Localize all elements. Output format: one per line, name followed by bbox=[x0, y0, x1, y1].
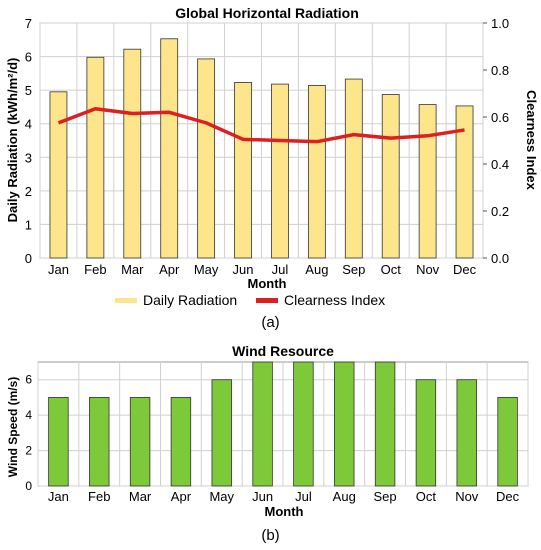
x-tick-label: Jul bbox=[272, 262, 289, 277]
bar bbox=[86, 56, 105, 259]
y2-tick-label: 0.0 bbox=[491, 251, 509, 266]
x-tick-label: Oct bbox=[416, 489, 437, 504]
bar bbox=[455, 105, 474, 259]
x-tick-label: Nov bbox=[416, 262, 440, 277]
y2-tick-label: 0.4 bbox=[491, 157, 509, 172]
x-tick-label: Apr bbox=[159, 262, 180, 277]
x-tick-label: Jan bbox=[48, 262, 69, 277]
bar bbox=[381, 94, 400, 259]
x-tick-label: Dec bbox=[496, 489, 520, 504]
bar bbox=[344, 78, 363, 259]
y-tick-label: 1 bbox=[25, 217, 32, 232]
y2-tick-label: 1.0 bbox=[491, 16, 509, 31]
y2-axis-label: Clearness Index bbox=[524, 90, 539, 190]
y-tick-label: 4 bbox=[25, 117, 32, 132]
x-axis-label: Month bbox=[265, 504, 304, 519]
legend: Daily Radiation Clearness Index bbox=[0, 292, 541, 312]
y2-tick-label: 0.2 bbox=[491, 204, 509, 219]
bar bbox=[211, 379, 232, 487]
bar bbox=[415, 379, 437, 487]
bar bbox=[497, 397, 518, 487]
y2-tick-label: 0.6 bbox=[491, 110, 509, 125]
y-tick-label: 7 bbox=[25, 16, 32, 31]
bar bbox=[123, 48, 142, 259]
y-tick-label: 3 bbox=[25, 150, 32, 165]
x-tick-label: Sep bbox=[342, 262, 365, 277]
y-tick-label: 2 bbox=[25, 444, 32, 458]
x-axis-label: Month bbox=[248, 276, 287, 291]
x-tick-label: Feb bbox=[84, 262, 106, 277]
x-tick-label: Aug bbox=[305, 262, 328, 277]
bar bbox=[197, 58, 216, 259]
wind-chart: Wind Resource 0 2 4 6 Jan Feb Mar Apr May Jun Jul A… bbox=[6, 343, 529, 519]
bar bbox=[334, 361, 355, 487]
bar bbox=[374, 361, 396, 487]
y-axis-label: Wind Speed (m/s) bbox=[6, 377, 20, 478]
y2-tick-label: 0.8 bbox=[491, 63, 509, 78]
bar bbox=[170, 397, 192, 487]
legend-label: Clearness Index bbox=[284, 292, 386, 308]
bar bbox=[129, 397, 151, 487]
y-tick-label: 2 bbox=[25, 184, 32, 199]
x-tick-label: Aug bbox=[333, 489, 356, 504]
legend-item-clearness: Clearness Index bbox=[256, 292, 385, 308]
x-tick-label: Jan bbox=[48, 489, 69, 504]
bar bbox=[418, 104, 437, 259]
legend-swatch-radiation bbox=[115, 297, 137, 303]
x-tick-label: Oct bbox=[381, 262, 402, 277]
y-tick-label: 6 bbox=[25, 373, 32, 387]
legend-label: Daily Radiation bbox=[143, 292, 238, 308]
legend-swatch-clearness bbox=[256, 297, 278, 303]
x-tick-label: May bbox=[194, 262, 219, 277]
x-tick-label: Sep bbox=[374, 489, 397, 504]
x-tick-label: Mar bbox=[121, 262, 144, 277]
x-tick-label: Jun bbox=[252, 489, 273, 504]
x-tick-label: Jun bbox=[233, 262, 254, 277]
bar bbox=[271, 83, 289, 259]
bar bbox=[234, 82, 252, 259]
caption-a: (a) bbox=[261, 314, 280, 331]
bar bbox=[160, 38, 179, 259]
caption-b: (b) bbox=[261, 527, 280, 544]
plot-area: 0 1 2 3 4 5 6 7 0.0 0.2 0.4 0.6 0.8 1.0 Jan Feb Mar Apr Ma… bbox=[25, 16, 509, 277]
x-tick-label: Nov bbox=[455, 489, 479, 504]
y-tick-label: 4 bbox=[25, 408, 32, 422]
bar bbox=[89, 397, 110, 487]
bar bbox=[307, 85, 326, 259]
y-tick-label: 0 bbox=[25, 251, 32, 266]
chart-title: Global Horizontal Radiation bbox=[175, 5, 359, 21]
bar bbox=[456, 379, 477, 487]
x-tick-label: May bbox=[209, 489, 234, 504]
clearness-line bbox=[57, 107, 465, 144]
x-tick-label: Mar bbox=[129, 489, 152, 504]
y-tick-label: 0 bbox=[25, 479, 32, 493]
plot-area: 0 2 4 6 Jan Feb Mar Apr May Jun Jul Aug Sep Oct Nov Dec bbox=[25, 361, 529, 504]
x-tick-label: Feb bbox=[88, 489, 110, 504]
bar bbox=[49, 91, 68, 259]
radiation-chart: Global Horizontal Radiation 012345670.00… bbox=[5, 5, 539, 291]
bar bbox=[48, 397, 69, 487]
x-tick-label: Dec bbox=[453, 262, 477, 277]
y-axis-label: Daily Radiation (kWh/m²/d) bbox=[5, 58, 20, 223]
legend-item-radiation: Daily Radiation bbox=[115, 292, 237, 308]
x-tick-label: Apr bbox=[171, 489, 192, 504]
bar bbox=[293, 361, 314, 487]
bar bbox=[252, 361, 273, 487]
y-tick-label: 5 bbox=[25, 83, 32, 98]
y-tick-label: 6 bbox=[25, 50, 32, 65]
x-tick-label: Jul bbox=[295, 489, 312, 504]
chart-title: Wind Resource bbox=[232, 343, 334, 359]
